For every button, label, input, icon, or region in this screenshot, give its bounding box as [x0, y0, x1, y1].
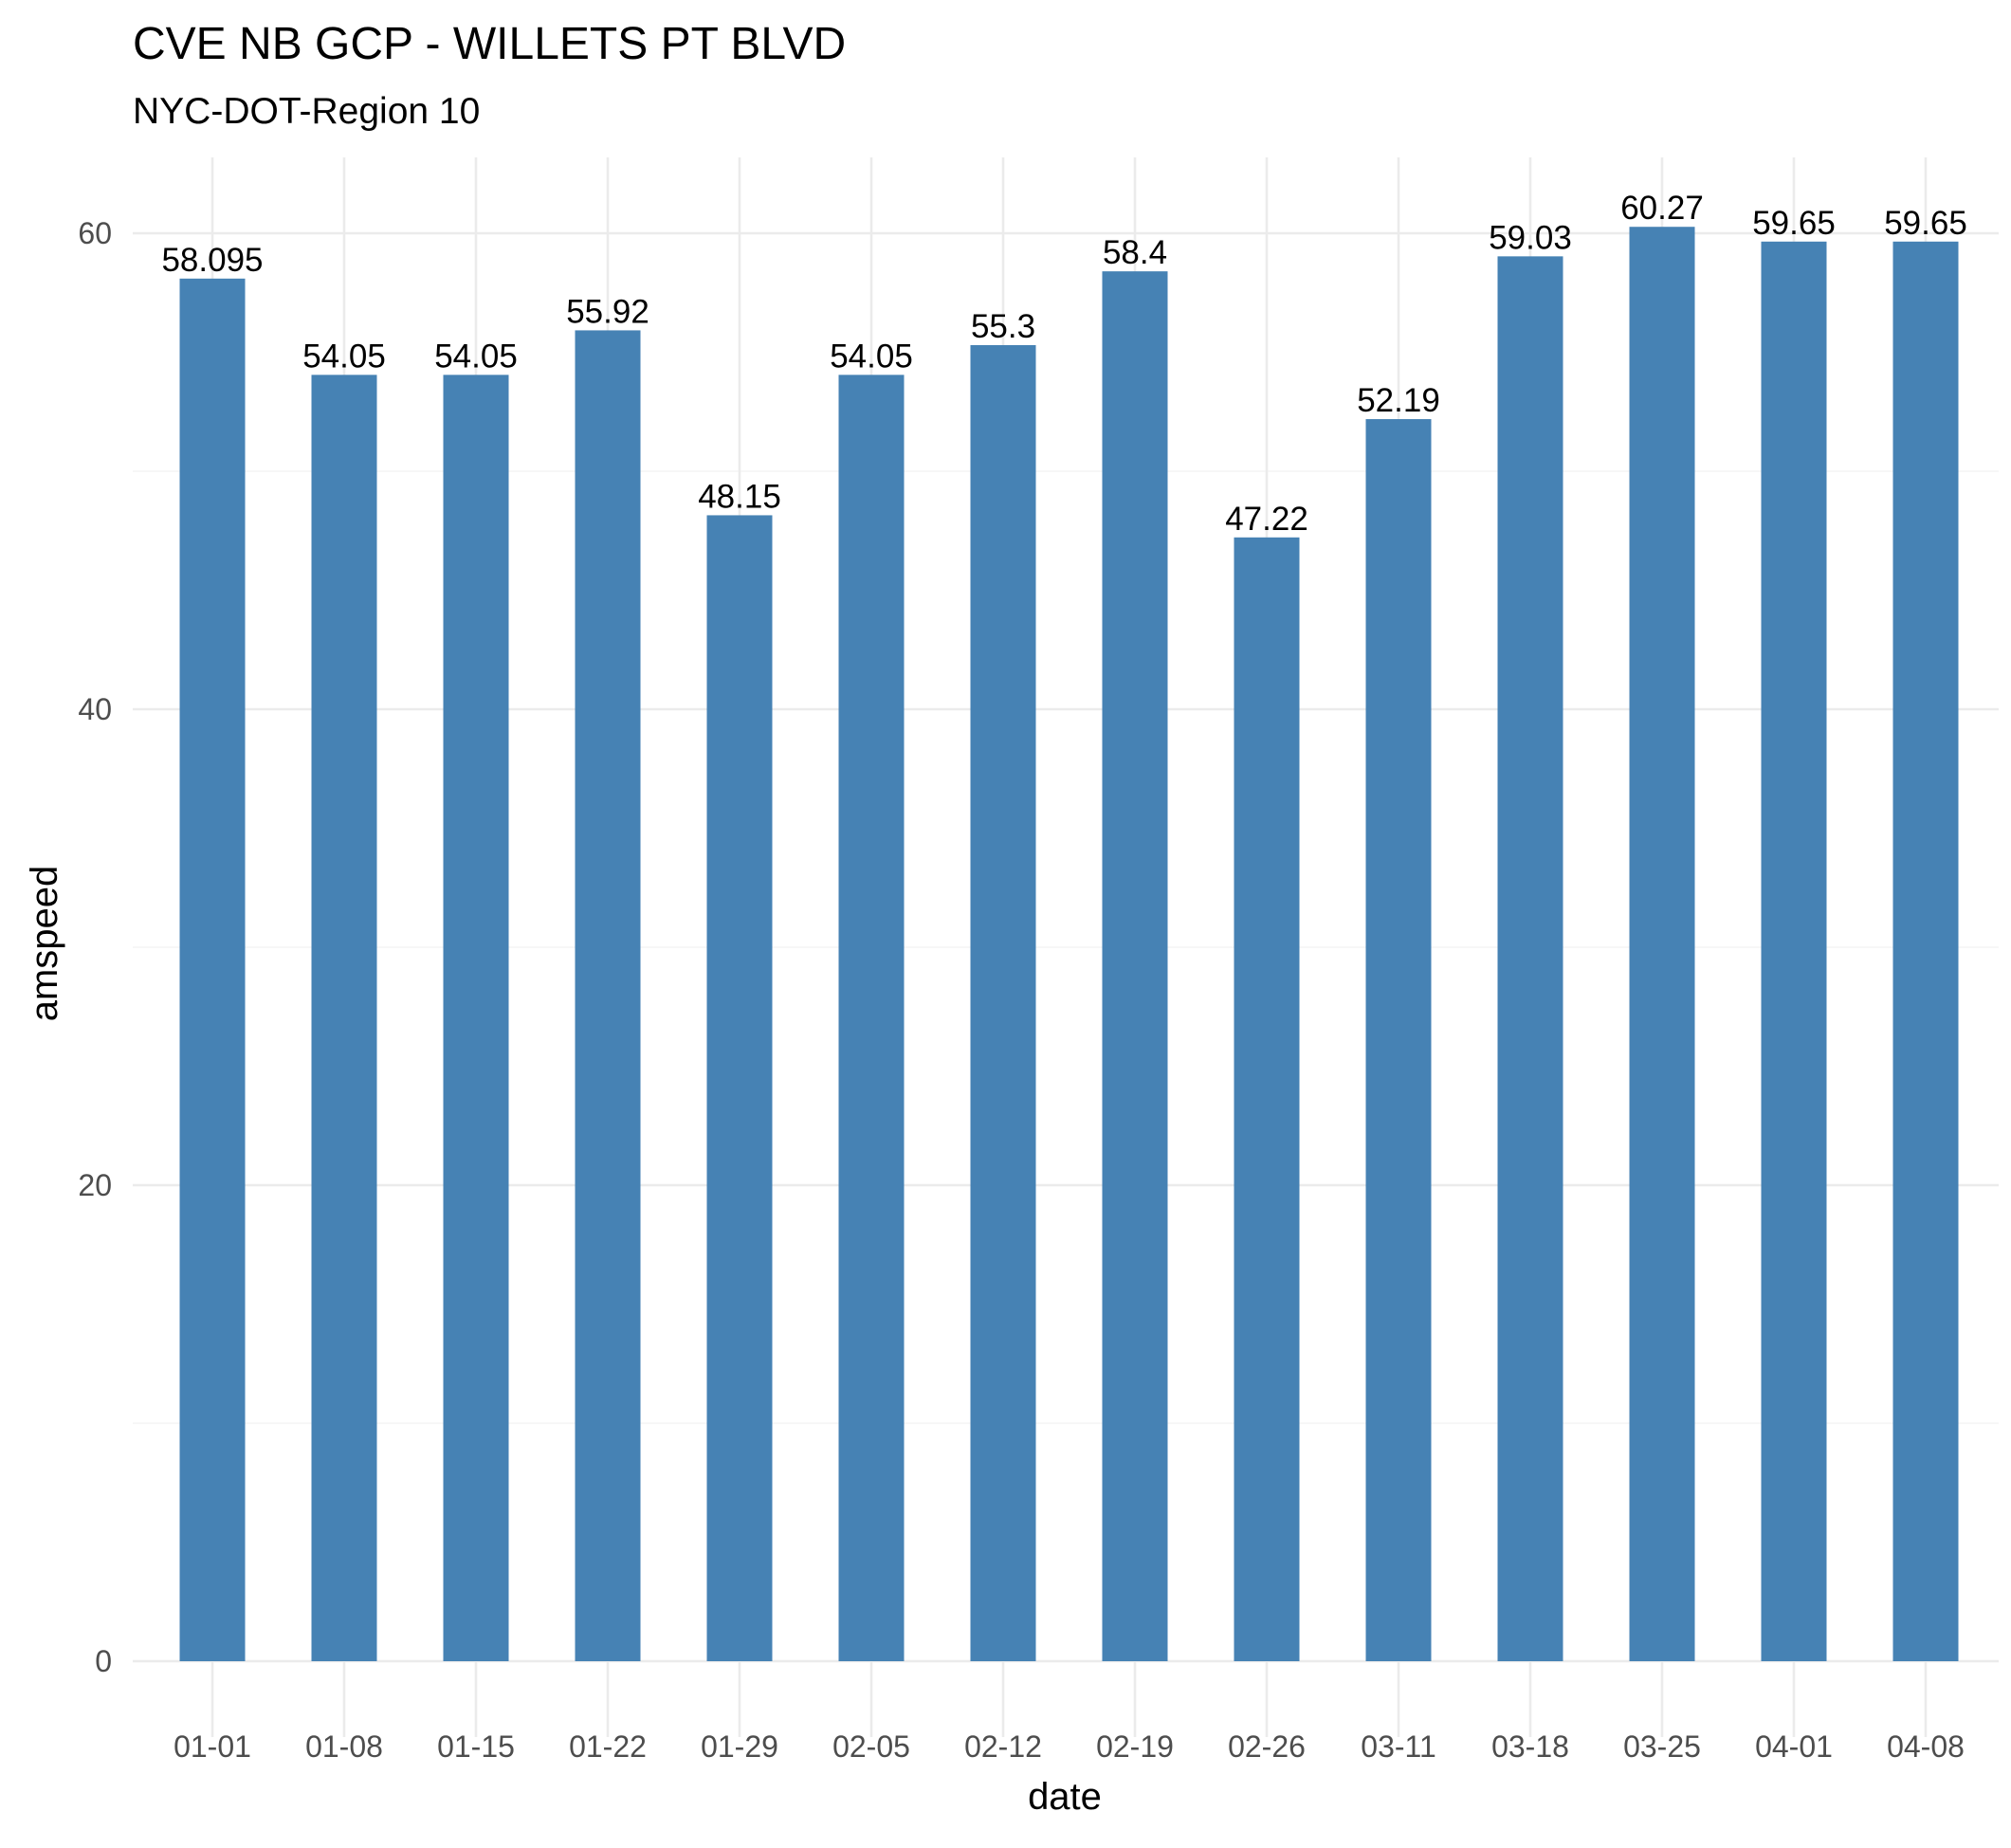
- bar-02-05: [838, 375, 905, 1662]
- x-axis-tick-labels: 01-01 01-08 01-15 01-22 01-29 02-05 02-12 02-19…: [174, 1729, 1965, 1764]
- data-label-02-19: 58.4: [1103, 234, 1167, 271]
- data-label-03-25: 60.27: [1620, 190, 1704, 227]
- data-label-01-15: 54.05: [434, 338, 518, 375]
- bar-03-25: [1629, 227, 1695, 1661]
- bar-01-08: [311, 375, 377, 1662]
- bars: [179, 227, 1959, 1662]
- x-axis-label: date: [1028, 1776, 1102, 1818]
- bar-02-12: [970, 344, 1036, 1662]
- x-tick-label-03-18: 03-18: [1491, 1729, 1569, 1764]
- bar-01-29: [706, 515, 773, 1661]
- y-axis-tick-labels: 0 20 40 60: [78, 216, 112, 1678]
- data-label-01-08: 54.05: [302, 338, 386, 375]
- x-tick-label-01-08: 01-08: [305, 1729, 383, 1764]
- chart-title: CVE NB GCP - WILLETS PT BLVD: [133, 19, 846, 69]
- y-tick-label: 40: [78, 692, 112, 726]
- x-tick-label-02-12: 02-12: [964, 1729, 1042, 1764]
- x-tick-label-02-19: 02-19: [1096, 1729, 1174, 1764]
- y-axis-label: amspeed: [24, 866, 65, 1022]
- data-label-01-22: 55.92: [566, 293, 649, 330]
- data-label-03-11: 52.19: [1357, 382, 1440, 419]
- x-tick-label-04-08: 04-08: [1887, 1729, 1965, 1764]
- data-labels: 58.095 54.05 54.05 55.92 48.15 54.05 55.3 58.4 4…: [161, 190, 1966, 538]
- data-label-04-08: 59.65: [1884, 205, 1967, 242]
- data-label-02-05: 54.05: [830, 338, 913, 375]
- chart-subtitle: NYC-DOT-Region 10: [133, 91, 480, 132]
- x-tick-label-03-11: 03-11: [1361, 1729, 1435, 1764]
- bar-02-26: [1234, 537, 1300, 1661]
- x-tick-label-01-22: 01-22: [569, 1729, 647, 1764]
- x-tick-label-04-01: 04-01: [1755, 1729, 1833, 1764]
- x-tick-label-02-05: 02-05: [832, 1729, 910, 1764]
- x-tick-label-01-29: 01-29: [701, 1729, 778, 1764]
- bar-02-19: [1102, 271, 1168, 1661]
- data-label-02-12: 55.3: [971, 308, 1035, 345]
- x-tick-label-03-25: 03-25: [1623, 1729, 1701, 1764]
- bar-01-22: [575, 330, 641, 1662]
- x-tick-label-01-15: 01-15: [437, 1729, 515, 1764]
- y-tick-label: 20: [78, 1168, 112, 1202]
- data-label-03-18: 59.03: [1489, 219, 1572, 256]
- bar-01-01: [179, 278, 246, 1662]
- bar-01-15: [443, 375, 509, 1662]
- bar-04-01: [1761, 241, 1827, 1661]
- data-label-04-01: 59.65: [1752, 205, 1836, 242]
- x-tick-label-02-26: 02-26: [1228, 1729, 1306, 1764]
- y-tick-label: 0: [95, 1644, 112, 1678]
- data-label-01-29: 48.15: [698, 478, 781, 515]
- bar-03-18: [1497, 256, 1563, 1662]
- x-tick-label-01-01: 01-01: [174, 1729, 251, 1764]
- bar-03-11: [1365, 419, 1432, 1661]
- data-label-02-26: 47.22: [1225, 501, 1308, 538]
- y-tick-label: 60: [78, 216, 112, 250]
- bar-04-08: [1892, 241, 1959, 1661]
- data-label-01-01: 58.095: [161, 242, 263, 279]
